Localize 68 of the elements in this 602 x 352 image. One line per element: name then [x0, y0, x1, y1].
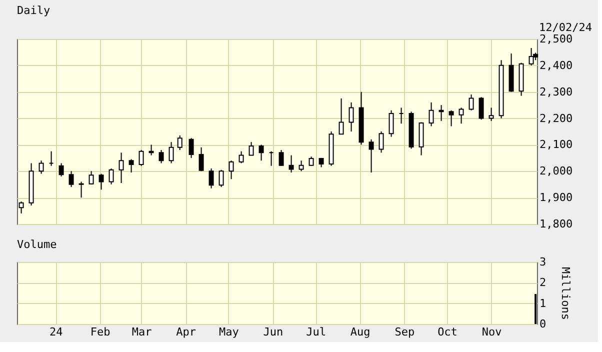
x-tick-label: Jul: [306, 326, 326, 338]
x-tick-label: May: [218, 326, 240, 338]
candlestick: [438, 104, 444, 122]
candlestick: [88, 170, 94, 185]
candlestick: [488, 107, 494, 122]
candlestick: [98, 173, 104, 190]
x-tick-label: Oct: [438, 326, 458, 338]
text: 12/02/24: [539, 21, 592, 34]
y-tick-label: 2,100: [540, 138, 573, 152]
y-tick-label: 1,900: [540, 191, 573, 204]
candlestick: [298, 160, 304, 172]
y-tick-label: 2,300: [540, 85, 573, 98]
candlestick: [448, 110, 454, 127]
candlestick: [38, 160, 44, 174]
candlestick: [378, 131, 384, 154]
candlestick: [177, 134, 182, 150]
y-tick-label: 2,200: [540, 112, 573, 125]
y-tick-label: 2: [540, 276, 546, 290]
candlestick: [128, 158, 134, 173]
x-tick-label: Apr: [176, 326, 196, 338]
candlestick: [218, 169, 224, 188]
x-tick-label: 24: [49, 326, 64, 338]
candlestick: [368, 138, 374, 173]
y-tick-label: 2,000: [540, 164, 573, 178]
x-tick-label: Mar: [132, 326, 152, 338]
candlestick: [78, 181, 84, 198]
x-tick-label: Jun: [263, 326, 284, 338]
candlestick: [198, 146, 204, 172]
candlestick: [338, 98, 344, 135]
candlestick: [278, 150, 284, 166]
x-tick-label: Aug: [350, 326, 370, 338]
candlestick: [258, 144, 264, 162]
chart-title: Daily: [17, 4, 50, 17]
y-tick-label: 0: [540, 318, 546, 330]
candlestick: [208, 168, 214, 189]
candlestick: [468, 94, 474, 111]
candlestick: [238, 150, 244, 164]
y-tick-label: 1,800: [540, 218, 573, 230]
candlestick: [168, 142, 174, 164]
candlestick: [478, 96, 484, 120]
candlestick: [108, 168, 114, 185]
candlestick: [428, 102, 434, 127]
candlestick: [418, 122, 424, 156]
candlestick: [18, 201, 24, 214]
candlestick: [288, 154, 294, 173]
candlestick: [248, 142, 254, 156]
candlestick: [528, 47, 534, 66]
chart-title: Volume: [17, 238, 57, 251]
candlestick: [388, 110, 394, 138]
candlestick: [158, 150, 164, 164]
candlestick: [228, 160, 234, 180]
candlestick: [58, 162, 64, 177]
y-tick-label: 2,500: [540, 32, 573, 46]
x-tick-label: Feb: [90, 326, 110, 338]
x-tick-label: Nov: [482, 326, 502, 338]
candlestick: [348, 102, 354, 132]
y-axis-title: Millions: [559, 267, 572, 320]
x-tick-label: Sep: [394, 326, 415, 338]
y-tick-label: 1: [540, 296, 546, 310]
candlestick: [458, 107, 464, 124]
y-tick-label: 2,400: [540, 58, 573, 72]
candlestick: [118, 152, 124, 184]
candlestick: [68, 170, 74, 188]
candlestick: [188, 138, 194, 158]
candlestick: [308, 156, 314, 166]
candlestick: [138, 150, 144, 166]
y-tick-label: 3: [540, 256, 546, 268]
candlestick: [148, 144, 154, 156]
